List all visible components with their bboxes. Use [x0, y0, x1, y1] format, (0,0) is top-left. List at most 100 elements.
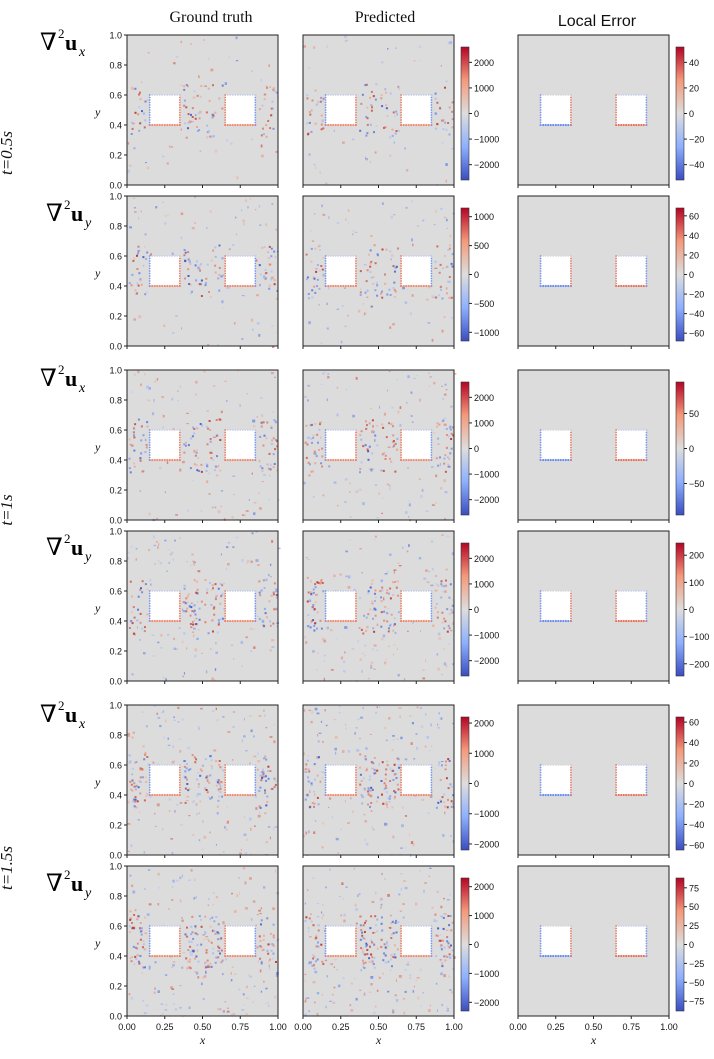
wake-speck — [444, 86, 446, 89]
wake-speck — [214, 264, 217, 267]
field-speck — [417, 996, 420, 1000]
wake-speck — [134, 796, 137, 798]
wake-speck — [270, 949, 273, 952]
field-speck — [313, 163, 316, 166]
edge-dot — [166, 925, 169, 927]
field-speck — [328, 465, 331, 468]
edge-dot — [327, 793, 330, 797]
field-speck — [345, 388, 347, 391]
field-speck — [304, 1013, 307, 1016]
edge-dot — [615, 595, 617, 597]
field-speck — [328, 216, 330, 219]
field-speck — [351, 647, 355, 650]
y-tick-label: 0.6 — [109, 252, 122, 262]
edge-dot — [327, 284, 330, 288]
field-speck — [359, 989, 362, 991]
field-speck — [268, 964, 271, 968]
wake-speck — [135, 957, 138, 960]
wake-speck — [447, 787, 450, 790]
edge-dot — [224, 602, 227, 605]
wake-speck — [360, 947, 362, 949]
wake-speck — [444, 805, 446, 808]
edge-dot — [224, 932, 227, 935]
edge-dot — [148, 952, 151, 955]
edge-dot — [176, 255, 179, 257]
wake-speck — [362, 445, 365, 448]
edge-dot — [178, 441, 181, 444]
edge-dot — [542, 954, 545, 958]
colorbar-gradient — [460, 381, 470, 516]
edge-dot — [425, 284, 428, 288]
field-speck — [269, 836, 271, 840]
wake-speck — [139, 621, 142, 624]
field-speck — [188, 120, 192, 124]
heatmap-panel-pr-2 — [302, 369, 457, 523]
field-speck — [335, 751, 337, 755]
wake-speck — [270, 278, 273, 281]
field-speck — [250, 138, 254, 140]
field-speck — [169, 553, 172, 556]
edge-dot — [615, 441, 617, 444]
edge-dot — [640, 590, 643, 592]
wake-speck — [221, 592, 224, 595]
field-speck — [179, 468, 182, 472]
edge-dot — [148, 262, 151, 265]
edge-dot — [249, 123, 252, 127]
edge-dot — [570, 94, 572, 96]
field-speck — [451, 148, 454, 150]
field-speck — [337, 504, 339, 507]
wake-speck — [273, 785, 276, 788]
field-speck — [373, 644, 377, 647]
edge-dot — [163, 619, 166, 623]
edge-dot — [178, 945, 181, 947]
wake-speck — [221, 257, 224, 260]
obstacle-0 — [540, 765, 571, 795]
field-speck — [129, 760, 132, 764]
edge-dot — [163, 429, 166, 431]
edge-dot — [355, 925, 357, 927]
edge-dot — [224, 935, 227, 937]
field-speck — [198, 839, 201, 842]
field-speck — [372, 828, 375, 831]
field-speck — [342, 897, 344, 901]
field-speck — [308, 474, 310, 476]
edge-dot — [355, 935, 357, 937]
edge-dot — [570, 277, 572, 280]
field-speck — [379, 589, 382, 593]
edge-dot — [178, 779, 181, 781]
wake-speck — [317, 945, 320, 948]
wake-speck — [374, 592, 376, 595]
edge-dot — [422, 458, 425, 462]
edge-dot — [342, 284, 345, 288]
wake-speck — [205, 789, 208, 791]
colorbar-tick-label: 20 — [689, 83, 699, 93]
field-speck — [156, 803, 160, 807]
edge-dot — [567, 429, 570, 431]
edge-dot — [254, 595, 257, 597]
edge-dot — [244, 590, 247, 592]
field-speck — [395, 47, 397, 49]
wake-speck — [375, 281, 378, 284]
wake-speck — [391, 581, 394, 584]
edge-dot — [349, 619, 352, 623]
edge-dot — [430, 927, 433, 930]
edge-dot — [176, 123, 179, 127]
wake-speck — [317, 941, 319, 944]
edge-dot — [178, 94, 181, 96]
wake-speck — [366, 123, 369, 126]
wake-speck — [197, 266, 200, 269]
edge-dot — [148, 942, 151, 945]
edge-dot — [236, 590, 239, 592]
wake-speck — [306, 276, 309, 279]
field-speck — [132, 926, 135, 928]
edge-dot — [156, 94, 159, 96]
wake-speck — [392, 779, 395, 781]
wake-speck — [442, 927, 445, 930]
field-speck — [425, 298, 429, 301]
field-speck — [402, 546, 404, 549]
wake-speck — [217, 277, 220, 280]
field-speck — [171, 761, 175, 764]
edge-dot — [539, 454, 542, 456]
wake-speck — [200, 295, 203, 297]
edge-dot — [176, 764, 179, 766]
